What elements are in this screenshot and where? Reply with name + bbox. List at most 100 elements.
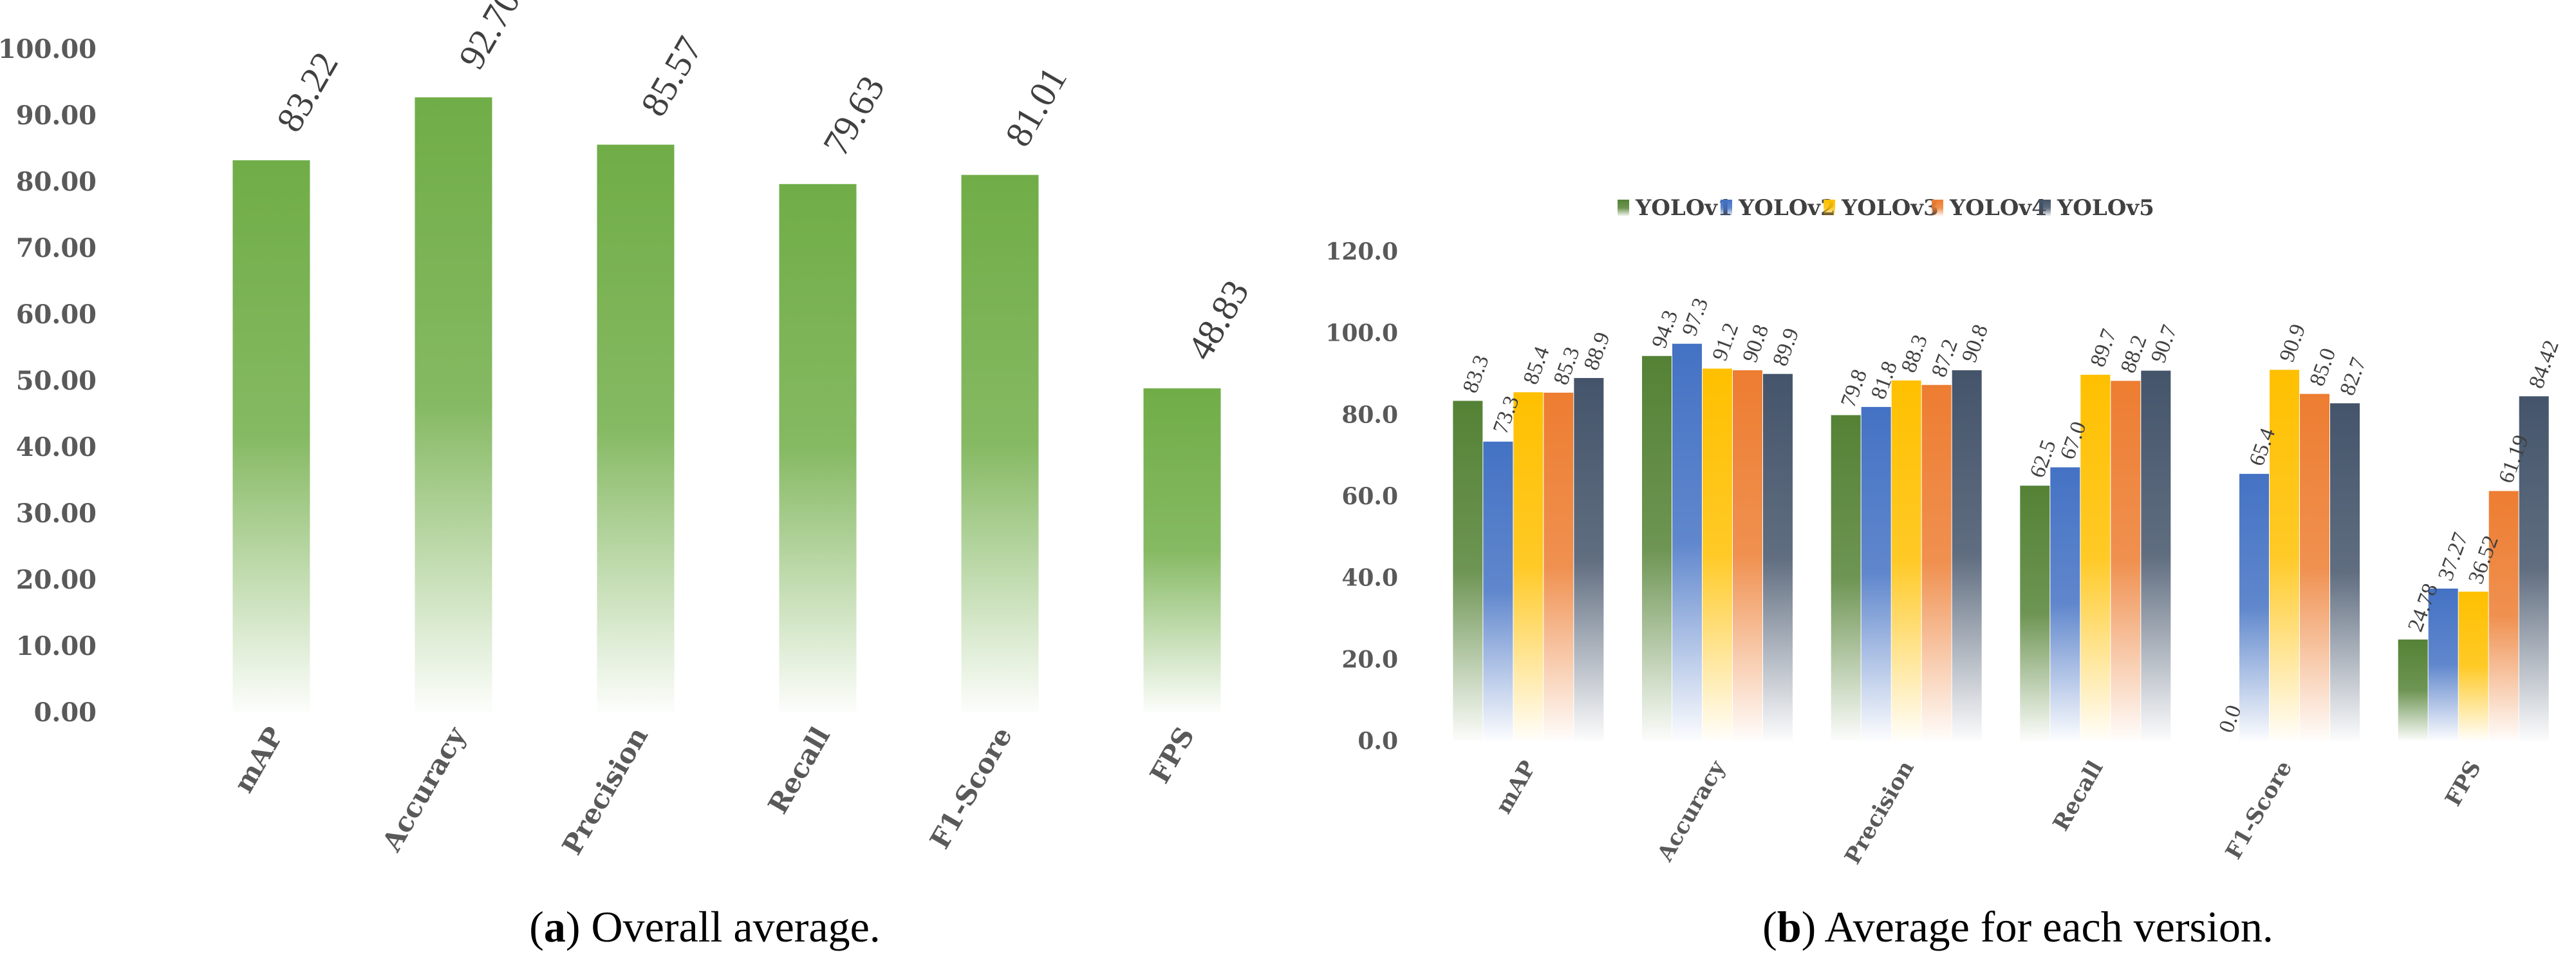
panel-a-y-tick-label: 60.00 bbox=[16, 299, 97, 330]
panel-b-data-label-yolov2-accuracy: 97.3 bbox=[1677, 295, 1713, 339]
panel-a-y-tick-label: 80.00 bbox=[16, 167, 97, 197]
panel-b-y-tick-label: 80.0 bbox=[1341, 401, 1398, 428]
panel-b-bars bbox=[1453, 343, 2549, 741]
panel-a-data-label-map: 83.22 bbox=[268, 45, 346, 139]
panel-b-bar-yolov3-precision bbox=[1891, 380, 1921, 741]
panel-b-data-label-yolov3-map: 85.4 bbox=[1519, 343, 1554, 388]
panel-b-caption-text: Average for each version. bbox=[1816, 902, 2273, 951]
panel-b-data-label-yolov4-f1-score: 85.0 bbox=[2305, 345, 2340, 390]
panel-a-bar-fps bbox=[1143, 388, 1221, 712]
legend-label-yolov5: YOLOv5 bbox=[2057, 195, 2154, 221]
panel-a-y-axis: 0.00 10.00 20.00 30.00 40.00 50.00 60.00 70.00 8… bbox=[0, 34, 97, 728]
panel-a-x-tick-f1-score: F1-Score bbox=[924, 722, 1018, 855]
panel-a-bar-recall bbox=[779, 184, 857, 712]
panel-a-y-tick-label: 50.00 bbox=[16, 366, 97, 396]
panel-b-bar-yolov5-accuracy bbox=[1763, 374, 1793, 741]
legend-swatch-yolov5 bbox=[2039, 200, 2051, 216]
panel-a-bar-precision bbox=[597, 144, 675, 712]
panel-a-y-tick-label: 100.00 bbox=[0, 34, 97, 64]
panel-b-y-tick-label: 120.0 bbox=[1325, 238, 1398, 265]
panel-a-bar-map bbox=[232, 160, 310, 713]
legend-label-yolov3: YOLOv3 bbox=[1841, 195, 1939, 221]
panel-b-bar-yolov4-fps bbox=[2488, 491, 2519, 741]
panel-b-bar-yolov4-f1-score bbox=[2300, 393, 2329, 741]
panel-b-bar-yolov4-recall bbox=[2111, 381, 2141, 741]
panel-b-y-tick-label: 60.0 bbox=[1341, 483, 1398, 510]
panel-b-data-label-yolov5-f1-score: 82.7 bbox=[2335, 354, 2371, 399]
panel-b-bar-yolov5-map bbox=[1574, 377, 1604, 741]
panel-b-x-tick-precision: Precision bbox=[1840, 757, 1919, 869]
panel-b-x-tick-accuracy: Accuracy bbox=[1652, 755, 1731, 866]
panel-b-bar-yolov4-map bbox=[1544, 392, 1574, 741]
panel-a-x-tick-accuracy: Accuracy bbox=[375, 721, 472, 857]
panel-b-bar-yolov5-recall bbox=[2141, 370, 2171, 741]
panel-b-bar-yolov3-f1-score bbox=[2270, 370, 2299, 741]
panel-b-chart: YOLOv1 YOLOv2 YOLOv3 YOLOv4 YOLOv5 0.0 20.0 40… bbox=[1325, 195, 2564, 951]
panel-b-bar-yolov3-fps bbox=[2458, 591, 2488, 741]
panel-b-bar-yolov3-map bbox=[1513, 392, 1544, 741]
panel-b-bar-yolov2-map bbox=[1483, 441, 1513, 741]
panel-b-data-label-yolov4-accuracy: 90.8 bbox=[1738, 321, 1773, 366]
panel-b-bar-yolov3-recall bbox=[2080, 374, 2111, 741]
panel-b-bar-yolov2-f1-score bbox=[2239, 473, 2269, 741]
panel-a-x-tick-precision: Precision bbox=[556, 722, 654, 860]
panel-b-y-tick-label: 20.0 bbox=[1341, 646, 1398, 673]
panel-b-x-tick-recall: Recall bbox=[2048, 756, 2109, 835]
panel-b-data-label-yolov5-accuracy: 89.9 bbox=[1768, 325, 1804, 370]
panel-b-bar-yolov1-precision bbox=[1831, 415, 1861, 741]
panel-b-bar-yolov4-precision bbox=[1921, 384, 1952, 741]
panel-a-data-label-fps: 48.83 bbox=[1179, 273, 1257, 367]
panel-b-bar-yolov5-f1-score bbox=[2330, 403, 2360, 741]
panel-a-chart: 0.00 10.00 20.00 30.00 40.00 50.00 60.00 70.00 8… bbox=[0, 0, 1257, 951]
panel-b-bar-yolov1-accuracy bbox=[1642, 355, 1672, 741]
panel-a-y-tick-label: 0.00 bbox=[34, 697, 97, 728]
panel-b-data-labels: 83.373.385.485.388.9 94.397.391.290.889.9… bbox=[1459, 295, 2564, 736]
panel-b-data-label-yolov3-f1-score: 90.9 bbox=[2275, 321, 2310, 365]
panel-b-y-tick-label: 40.0 bbox=[1341, 565, 1398, 592]
panel-a-y-tick-label: 30.00 bbox=[16, 498, 97, 529]
panel-b-bar-yolov1-fps bbox=[2398, 639, 2428, 741]
panel-b-bar-yolov3-accuracy bbox=[1703, 368, 1732, 741]
panel-b-caption: (b) Average for each version. bbox=[1762, 902, 2273, 951]
legend-swatch-yolov3 bbox=[1824, 200, 1835, 216]
panel-b-bar-yolov2-recall bbox=[2050, 467, 2080, 741]
panel-b-legend: YOLOv1 YOLOv2 YOLOv3 YOLOv4 YOLOv5 bbox=[1618, 195, 2154, 221]
panel-a-caption-text: Overall average. bbox=[581, 902, 881, 951]
panel-b-bar-yolov1-map bbox=[1453, 401, 1483, 741]
panel-b-bar-yolov2-precision bbox=[1861, 406, 1891, 741]
panel-a-caption: (a) Overall average. bbox=[529, 902, 881, 951]
panel-b-x-axis: mAP Accuracy Precision Recall F1-Score FPS bbox=[1491, 755, 2487, 868]
legend-label-yolov1: YOLOv1 bbox=[1635, 195, 1733, 221]
panel-b-bar-yolov2-accuracy bbox=[1672, 343, 1702, 741]
panel-b-x-tick-fps: FPS bbox=[2440, 757, 2487, 811]
panel-a-bar-accuracy bbox=[415, 97, 492, 712]
panel-a-data-label-accuracy: 92.70 bbox=[450, 0, 528, 76]
panel-b-x-tick-f1-score: F1-Score bbox=[2221, 757, 2297, 864]
panel-b-data-label-yolov3-recall: 89.7 bbox=[2086, 326, 2122, 370]
panel-a-y-tick-label: 10.00 bbox=[16, 631, 97, 661]
panel-b-caption-letter: b bbox=[1777, 902, 1802, 951]
panel-b-data-label-yolov1-precision: 79.8 bbox=[1836, 366, 1872, 411]
panel-b-bar-yolov1-recall bbox=[2020, 486, 2050, 741]
panel-b-data-label-yolov5-fps: 84.42 bbox=[2525, 337, 2564, 392]
panel-a-y-tick-label: 40.00 bbox=[16, 432, 97, 462]
panel-a-y-tick-label: 20.00 bbox=[16, 565, 97, 595]
legend-label-yolov2: YOLOv2 bbox=[1738, 195, 1836, 221]
panel-a-caption-letter: a bbox=[544, 902, 566, 951]
panel-b-data-label-yolov5-recall: 90.7 bbox=[2147, 322, 2182, 366]
panel-b-y-tick-label: 100.0 bbox=[1325, 320, 1398, 347]
panel-b-x-tick-map: mAP bbox=[1491, 757, 1542, 819]
panel-a-x-tick-fps: FPS bbox=[1144, 722, 1200, 789]
legend-swatch-yolov4 bbox=[1932, 200, 1943, 216]
panel-b-data-label-yolov1-map: 83.3 bbox=[1459, 352, 1494, 397]
panel-a-data-label-f1-score: 81.01 bbox=[996, 60, 1075, 154]
panel-a-bars bbox=[232, 97, 1221, 713]
panel-a-x-axis: mAP Accuracy Precision Recall F1-Score FPS bbox=[227, 721, 1200, 860]
legend-label-yolov4: YOLOv4 bbox=[1949, 195, 2047, 221]
panel-b-y-tick-label: 0.0 bbox=[1358, 728, 1398, 755]
panel-b-data-label-yolov3-precision: 88.3 bbox=[1897, 332, 1932, 376]
panel-b-bar-yolov5-fps bbox=[2519, 396, 2549, 741]
panel-a-bar-f1-score bbox=[961, 175, 1039, 712]
panel-a-data-label-recall: 79.63 bbox=[814, 69, 893, 163]
